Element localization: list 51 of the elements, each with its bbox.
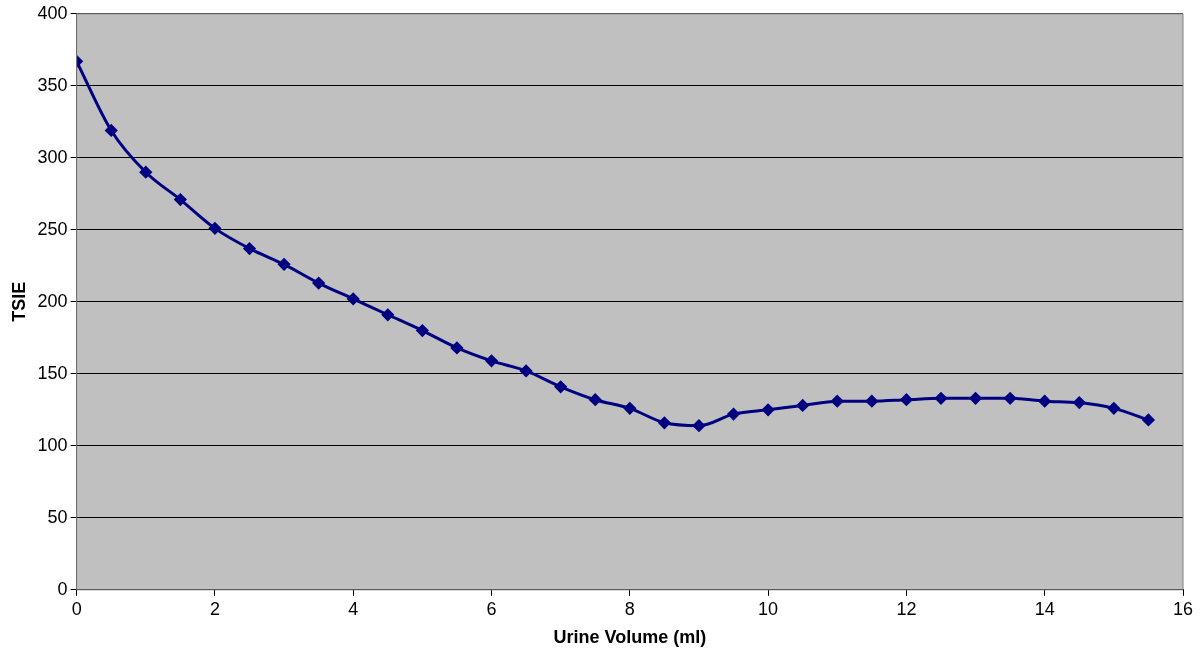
x-tick-label: 16 bbox=[1172, 598, 1194, 619]
x-tick-label: 0 bbox=[71, 598, 82, 619]
x-tick-label: 12 bbox=[896, 598, 917, 619]
point bbox=[105, 124, 118, 137]
point bbox=[1107, 402, 1120, 415]
point bbox=[381, 308, 394, 321]
point bbox=[278, 258, 291, 271]
x-axis-title: Urine Volume (ml) bbox=[553, 627, 707, 648]
x-tick-label: 8 bbox=[624, 598, 635, 619]
point bbox=[243, 242, 256, 255]
y-tick-label: 200 bbox=[37, 290, 68, 311]
point bbox=[312, 277, 325, 290]
y-tick-label: 400 bbox=[37, 2, 68, 23]
y-axis-title: TSIE bbox=[8, 281, 29, 322]
y-tick-label: 0 bbox=[57, 578, 68, 599]
y-tick-label: 300 bbox=[37, 146, 68, 167]
y-tick-label: 100 bbox=[37, 434, 68, 455]
point bbox=[589, 393, 602, 406]
y-tick-label: 350 bbox=[37, 74, 68, 95]
x-tick-label: 10 bbox=[758, 598, 779, 619]
point bbox=[416, 324, 429, 337]
x-tick-label: 14 bbox=[1034, 598, 1055, 619]
x-tick-label: 2 bbox=[209, 598, 220, 619]
point bbox=[934, 392, 947, 405]
y-tick-label: 150 bbox=[37, 362, 68, 383]
x-tick-label: 4 bbox=[348, 598, 359, 619]
point bbox=[1038, 395, 1051, 408]
point bbox=[762, 403, 775, 416]
point bbox=[347, 292, 360, 305]
point bbox=[727, 408, 740, 421]
point bbox=[174, 193, 187, 206]
point bbox=[554, 380, 567, 393]
y-tick-label: 50 bbox=[47, 506, 68, 527]
y-tick-label: 250 bbox=[37, 218, 68, 239]
point bbox=[692, 419, 705, 432]
point bbox=[450, 341, 463, 354]
point bbox=[520, 364, 533, 377]
point bbox=[623, 402, 636, 415]
point bbox=[1073, 396, 1086, 409]
point bbox=[900, 393, 913, 406]
point bbox=[1142, 413, 1155, 426]
point bbox=[658, 416, 671, 429]
point bbox=[969, 392, 982, 405]
point bbox=[831, 395, 844, 408]
point bbox=[796, 399, 809, 412]
x-tick-label: 6 bbox=[486, 598, 497, 619]
point bbox=[139, 166, 152, 179]
point bbox=[485, 354, 498, 367]
point bbox=[1004, 392, 1017, 405]
point bbox=[208, 222, 221, 235]
point bbox=[865, 395, 878, 408]
